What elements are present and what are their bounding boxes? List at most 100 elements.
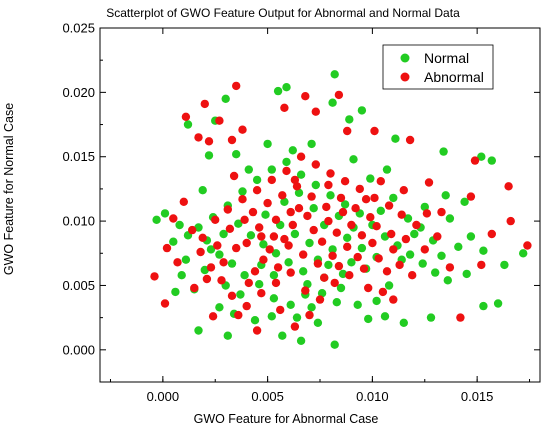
point-normal [500, 260, 509, 270]
point-abnormal [343, 242, 352, 251]
point-normal [296, 170, 306, 179]
point-abnormal [190, 283, 199, 293]
point-normal [282, 83, 291, 92]
point-abnormal [242, 301, 251, 311]
point-abnormal [328, 251, 337, 260]
point-abnormal [194, 133, 203, 142]
point-normal [269, 294, 279, 303]
point-abnormal [278, 191, 287, 200]
point-abnormal [422, 209, 432, 218]
point-normal [324, 260, 333, 270]
point-normal [389, 193, 398, 203]
point-abnormal [399, 186, 408, 195]
point-abnormal [376, 177, 385, 186]
chart-title: Scatterplot of GWO Feature Output for Ab… [106, 6, 460, 20]
point-normal [443, 276, 452, 285]
point-normal [426, 313, 436, 322]
point-normal [244, 165, 253, 174]
point-abnormal [204, 137, 214, 146]
point-abnormal [232, 243, 241, 253]
point-abnormal [437, 207, 446, 217]
point-abnormal [223, 205, 232, 214]
legend: Normal Abnormal [382, 44, 494, 90]
point-abnormal [389, 245, 398, 254]
point-abnormal [412, 220, 421, 230]
point-normal [183, 120, 193, 129]
point-abnormal [269, 232, 279, 241]
point-abnormal [282, 166, 291, 176]
point-abnormal [374, 254, 383, 263]
point-normal [349, 155, 358, 164]
point-normal [175, 220, 184, 230]
point-abnormal [504, 182, 513, 191]
point-normal [246, 231, 256, 240]
point-normal [519, 249, 528, 258]
point-normal [259, 240, 268, 249]
point-normal [357, 243, 367, 253]
point-normal [292, 313, 302, 322]
point-abnormal [397, 210, 406, 219]
point-abnormal [315, 295, 325, 304]
point-abnormal [332, 228, 341, 237]
y-tick-label: 0.000 [62, 342, 95, 357]
point-normal [338, 269, 348, 279]
point-normal [250, 316, 260, 325]
point-normal [286, 300, 295, 309]
point-abnormal [370, 193, 379, 203]
point-normal [357, 106, 367, 115]
point-abnormal [334, 261, 344, 271]
point-abnormal [196, 247, 205, 257]
y-tick-label: 0.020 [62, 85, 95, 100]
point-normal [477, 152, 486, 161]
point-abnormal [286, 268, 295, 277]
x-tick-label: 0.005 [251, 389, 284, 404]
point-normal [238, 187, 247, 196]
point-abnormal [198, 233, 207, 242]
y-tick-label: 0.005 [62, 278, 95, 293]
point-abnormal [250, 267, 260, 276]
point-normal [439, 147, 448, 156]
point-normal [345, 115, 354, 124]
point-normal [343, 233, 352, 242]
point-normal [198, 186, 207, 195]
point-normal [313, 318, 323, 327]
point-abnormal [217, 276, 226, 285]
point-abnormal [259, 255, 268, 264]
point-normal [347, 258, 356, 267]
y-tick-label: 0.015 [62, 149, 95, 164]
point-abnormal [267, 175, 276, 185]
point-abnormal [405, 135, 415, 145]
point-normal [462, 269, 471, 279]
point-abnormal [238, 125, 247, 134]
point-normal [204, 151, 214, 160]
point-abnormal [382, 267, 392, 276]
point-abnormal [326, 169, 335, 178]
point-abnormal [313, 259, 323, 268]
point-abnormal [273, 263, 283, 272]
point-abnormal [347, 220, 356, 230]
point-abnormal [179, 197, 188, 206]
point-abnormal [384, 201, 394, 210]
point-abnormal [238, 195, 247, 204]
y-tick-label: 0.025 [62, 21, 95, 36]
point-abnormal [265, 245, 274, 254]
point-normal [454, 242, 463, 251]
point-abnormal [387, 229, 396, 239]
point-abnormal [351, 204, 360, 213]
point-abnormal [292, 182, 302, 191]
point-normal [169, 237, 178, 246]
axes-layer: 0.000 0.005 0.010 0.015 0.000 0.005 0.010 0.015… [62, 21, 540, 404]
point-abnormal [338, 207, 348, 217]
point-normal [232, 150, 241, 159]
x-tick-label: 0.000 [147, 389, 180, 404]
point-abnormal [420, 245, 429, 254]
point-normal [437, 251, 446, 260]
point-abnormal [364, 283, 373, 293]
point-abnormal [477, 260, 486, 270]
point-abnormal [284, 241, 293, 250]
point-abnormal [320, 273, 329, 282]
point-abnormal [271, 278, 281, 288]
point-abnormal [280, 103, 289, 113]
point-normal [252, 175, 262, 185]
point-abnormal [286, 207, 295, 217]
